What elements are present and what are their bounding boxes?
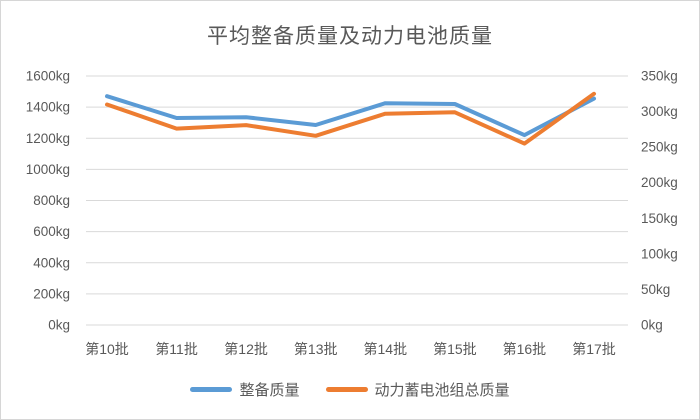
right-axis-tick-label: 250kg (641, 140, 678, 155)
legend-line-swatch-orange (325, 387, 368, 392)
x-axis-category-label: 第15批 (433, 341, 477, 357)
x-axis-category-label: 第16批 (503, 341, 547, 357)
chart-legend: 整备质量 动力蓄电池组总质量 (1, 379, 699, 400)
series-line-curb-weight (105, 94, 596, 138)
right-axis-tick-label: 300kg (641, 104, 678, 119)
legend-line-swatch-blue (190, 387, 233, 392)
x-axis-category-label: 第12批 (224, 341, 268, 357)
left-axis-tick-label: 1200kg (26, 131, 70, 146)
right-axis-tick-label: 350kg (641, 69, 678, 84)
right-axis-tick-label: 200kg (641, 175, 678, 190)
right-axis-tick-label: 50kg (641, 282, 670, 297)
x-axis-category-label: 第13批 (294, 341, 338, 357)
left-axis-tick-label: 400kg (33, 255, 70, 270)
left-axis-tick-label: 1400kg (26, 100, 70, 115)
x-axis-category-label: 第10批 (85, 341, 129, 357)
left-axis-tick-label: 600kg (33, 224, 70, 239)
x-axis-category-label: 第14批 (364, 341, 408, 357)
left-axis-tick-label: 1000kg (26, 162, 70, 177)
chart-title: 平均整备质量及动力电池质量 (207, 25, 493, 48)
right-axis-tick-label: 0kg (641, 318, 663, 333)
x-axis-category-label: 第11批 (155, 341, 198, 357)
legend-item-battery-mass: 动力蓄电池组总质量 (325, 379, 510, 400)
series-line-battery-mass (105, 91, 596, 146)
legend-label-curb-weight: 整备质量 (239, 382, 300, 399)
left-axis-tick-label: 0kg (48, 318, 70, 333)
left-axis-tick-label: 200kg (33, 286, 70, 301)
left-axis-tick-label: 800kg (33, 193, 70, 208)
legend-item-curb-weight: 整备质量 (190, 379, 300, 400)
right-axis-tick-label: 100kg (641, 246, 678, 261)
legend-label-battery-mass: 动力蓄电池组总质量 (374, 382, 510, 399)
right-axis-tick-label: 150kg (641, 211, 678, 226)
left-axis-tick-label: 1600kg (26, 69, 70, 84)
x-axis-category-label: 第17批 (572, 341, 616, 357)
